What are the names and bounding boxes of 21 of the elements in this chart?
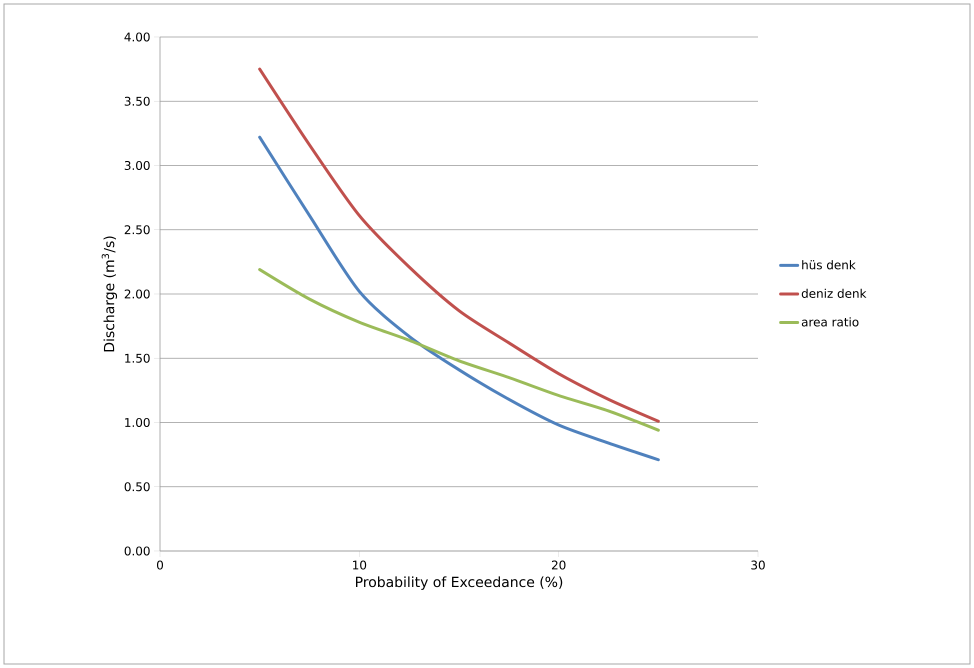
y-tick-label: 0.00: [124, 546, 150, 556]
line-series: [258, 136, 660, 462]
line-series: [258, 68, 660, 423]
legend-label: hüs denk: [802, 260, 856, 270]
y-tick-label: 0.50: [124, 482, 150, 492]
x-tick-label: 10: [353, 560, 366, 570]
y-axis-title: Discharge (m$^{3}$/s): [102, 236, 118, 352]
y-tick-label: 2.50: [124, 225, 150, 234]
y-tick-label: 1.50: [125, 354, 150, 363]
y-tick-label: 4.00: [124, 32, 150, 42]
line-series: [258, 268, 660, 432]
y-tick-label: 3.50: [124, 96, 150, 106]
y-tick-label: 1.00: [125, 418, 150, 428]
x-axis-title: Probability of Exceedance (%): [356, 576, 562, 590]
x-tick-label: 30: [751, 560, 765, 570]
legend-label: area ratio: [802, 317, 858, 327]
y-tick-label: 3.00: [124, 160, 150, 170]
y-tick-label: 2.00: [124, 289, 150, 299]
x-tick-label: 20: [552, 560, 566, 570]
x-tick-label: 0: [156, 560, 164, 570]
legend-label: deniz denk: [802, 288, 866, 298]
